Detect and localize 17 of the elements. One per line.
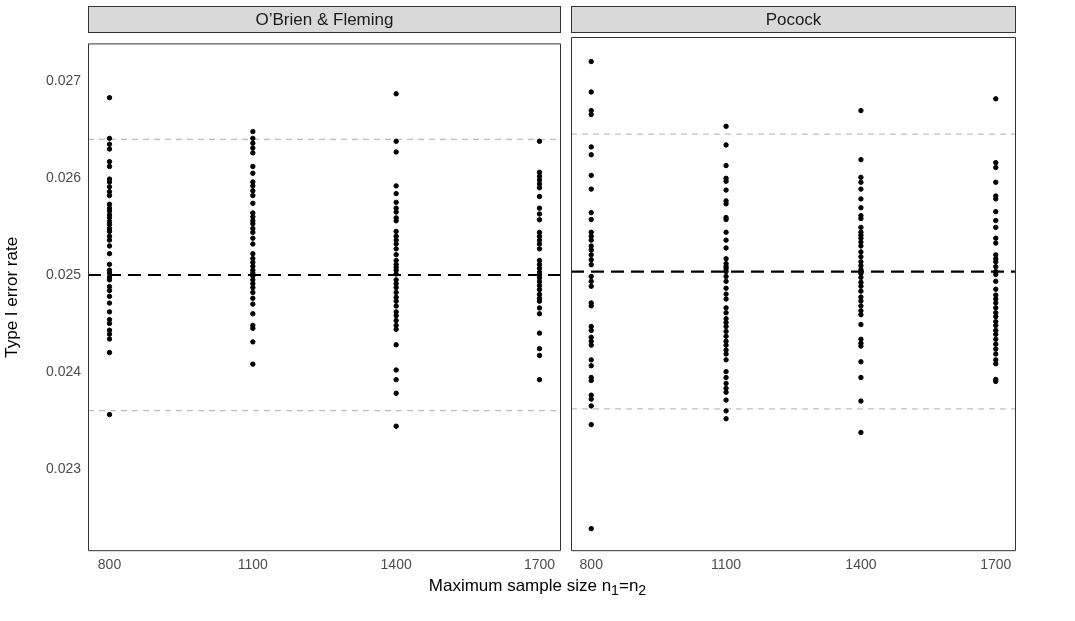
x-tick-label: 800 bbox=[579, 556, 604, 573]
x-tick-label: 1700 bbox=[523, 556, 556, 573]
x-tick-label: 1400 bbox=[845, 556, 877, 573]
y-tick-label: 0.023 bbox=[45, 459, 82, 476]
y-tick-label: 0.024 bbox=[45, 362, 82, 379]
x-tick-label: 1400 bbox=[380, 556, 412, 573]
x-tick-label: 1700 bbox=[980, 556, 1012, 573]
y-tick-label: 0.025 bbox=[45, 265, 82, 282]
x-tick-label: 1100 bbox=[711, 556, 742, 573]
chart-title: Pocock bbox=[571, 6, 1016, 33]
x-tick-label: 800 bbox=[97, 556, 122, 573]
x-axis-title: Maximum sample size n$_{1}$=n$_{2}$ bbox=[427, 576, 648, 599]
chart-title: O’Brien & Fleming bbox=[88, 6, 561, 33]
y-axis-title: Type I error rate bbox=[1, 236, 21, 358]
x-tick-label: 1100 bbox=[237, 556, 269, 573]
y-tick-label: 0.026 bbox=[45, 168, 82, 185]
y-tick-label: 0.027 bbox=[45, 72, 82, 89]
